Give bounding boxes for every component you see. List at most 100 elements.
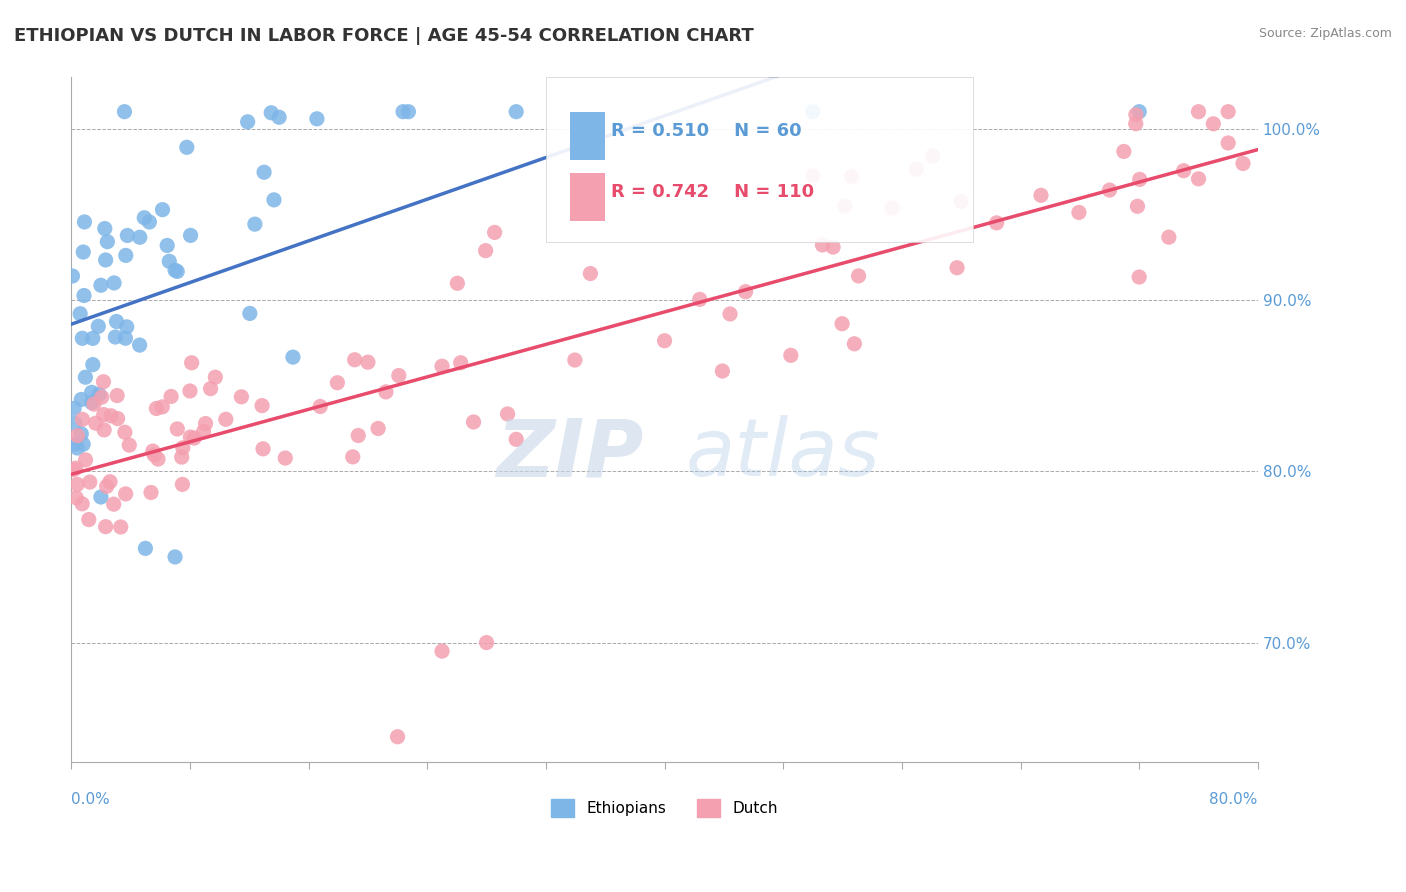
Point [1112, 145, 1135, 159]
Point [343, 352, 366, 367]
Point [986, 216, 1008, 230]
Text: R = 0.510    N = 60: R = 0.510 N = 60 [612, 121, 801, 140]
Point [905, 162, 928, 177]
Point [193, 425, 215, 439]
Point [252, 442, 274, 456]
Point [62, 463, 84, 477]
Point [250, 399, 273, 413]
Point [156, 238, 179, 252]
Point [1173, 163, 1195, 178]
Point [347, 428, 370, 442]
Point [73, 288, 96, 302]
Point [134, 541, 156, 556]
Point [117, 228, 139, 243]
Point [274, 451, 297, 466]
Point [374, 384, 396, 399]
Point [1126, 199, 1149, 213]
Point [103, 276, 125, 290]
Point [165, 263, 187, 277]
Point [114, 248, 136, 262]
Point [388, 368, 411, 383]
Point [72, 437, 94, 451]
Point [128, 338, 150, 352]
Point [166, 422, 188, 436]
Text: 0.0%: 0.0% [72, 791, 110, 806]
Point [1232, 156, 1254, 170]
Point [90, 390, 112, 404]
Point [160, 389, 183, 403]
Point [83, 397, 105, 411]
Point [87, 319, 110, 334]
Point [105, 388, 128, 402]
Point [946, 260, 969, 275]
Point [463, 415, 485, 429]
Point [204, 370, 226, 384]
Point [72, 245, 94, 260]
Point [446, 277, 468, 291]
Point [98, 475, 121, 489]
Point [392, 104, 415, 119]
Point [110, 520, 132, 534]
Point [387, 730, 409, 744]
Point [165, 549, 187, 564]
Point [114, 331, 136, 345]
Point [260, 105, 283, 120]
Point [94, 519, 117, 533]
Point [950, 194, 973, 209]
Point [87, 387, 110, 401]
Point [170, 450, 193, 464]
Point [79, 475, 101, 489]
Point [1218, 136, 1240, 150]
Point [475, 635, 498, 649]
Point [179, 384, 201, 398]
Point [718, 307, 741, 321]
Point [82, 358, 104, 372]
Point [62, 268, 84, 283]
Point [654, 334, 676, 348]
Point [172, 441, 194, 455]
Point [326, 376, 349, 390]
Point [579, 267, 602, 281]
Point [194, 417, 217, 431]
Point [80, 395, 103, 409]
Point [105, 314, 128, 328]
FancyBboxPatch shape [569, 173, 605, 221]
Point [143, 448, 166, 462]
Point [711, 364, 734, 378]
Point [430, 359, 453, 374]
Point [1128, 104, 1150, 119]
Point [342, 450, 364, 464]
Point [1157, 230, 1180, 244]
Point [176, 140, 198, 154]
Point [142, 444, 165, 458]
Point [166, 264, 188, 278]
Point [779, 348, 801, 362]
Point [138, 215, 160, 229]
Point [243, 217, 266, 231]
Text: Source: ZipAtlas.com: Source: ZipAtlas.com [1258, 27, 1392, 40]
Point [1202, 117, 1225, 131]
Point [157, 254, 180, 268]
FancyBboxPatch shape [569, 112, 605, 160]
Point [263, 193, 285, 207]
Point [65, 461, 87, 475]
Point [104, 330, 127, 344]
Point [367, 421, 389, 435]
Point [114, 487, 136, 501]
Point [93, 375, 115, 389]
Point [82, 331, 104, 345]
Point [84, 416, 107, 430]
Point [72, 412, 94, 426]
Text: ETHIOPIAN VS DUTCH IN LABOR FORCE | AGE 45-54 CORRELATION CHART: ETHIOPIAN VS DUTCH IN LABOR FORCE | AGE … [14, 27, 754, 45]
Point [114, 104, 136, 119]
Point [231, 390, 253, 404]
Point [882, 201, 904, 215]
Point [63, 416, 86, 430]
Point [1029, 188, 1052, 202]
Point [63, 401, 86, 416]
Point [93, 408, 115, 422]
Point [118, 438, 141, 452]
Point [70, 426, 93, 441]
Point [114, 425, 136, 440]
Point [801, 104, 824, 119]
